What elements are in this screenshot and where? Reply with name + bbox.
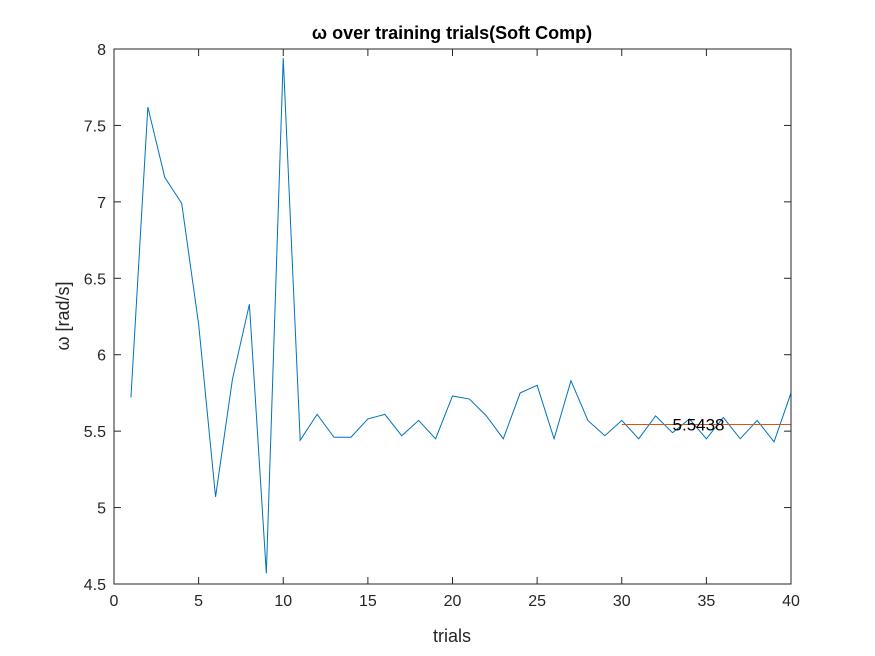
y-axis: 4.5 5 5.5 6 6.5 7 7.5 8 [84, 42, 791, 594]
x-tick-label: 40 [782, 593, 800, 610]
x-axis-label: trials [433, 626, 471, 646]
x-tick-label: 5 [194, 593, 203, 610]
x-tick-label: 30 [613, 593, 631, 610]
y-tick-label: 4.5 [84, 577, 106, 594]
plot-area [114, 49, 791, 584]
series-layer [130, 58, 792, 574]
x-tick-label: 15 [359, 593, 377, 610]
x-tick-label: 35 [697, 593, 715, 610]
y-tick-label: 5.5 [84, 424, 106, 441]
x-tick-label: 25 [528, 593, 546, 610]
mean-value-annotation: 5.5438 [673, 415, 725, 434]
y-tick-label: 6.5 [84, 271, 106, 288]
y-tick-label: 8 [97, 42, 106, 59]
annotation-layer: 5.5438 [673, 415, 725, 434]
y-axis-label: ω [rad/s] [53, 281, 73, 350]
x-tick-label: 10 [274, 593, 292, 610]
y-tick-label: 7.5 [84, 118, 106, 135]
x-tick-label: 20 [444, 593, 462, 610]
chart-title: ω over training trials(Soft Comp) [312, 23, 592, 43]
y-tick-label: 5 [97, 501, 106, 518]
y-tick-label: 6 [97, 348, 106, 365]
y-tick-label: 7 [97, 195, 106, 212]
x-axis: 0 5 10 15 20 25 30 35 40 [110, 49, 800, 610]
omega-series-line [130, 58, 792, 574]
x-tick-label: 0 [110, 593, 119, 610]
